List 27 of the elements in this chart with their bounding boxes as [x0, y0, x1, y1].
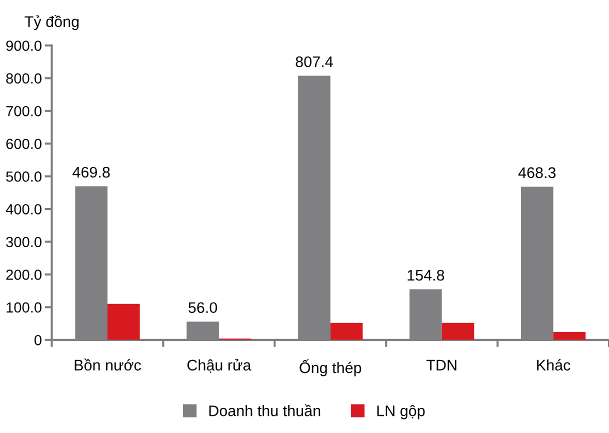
- x-tick-label: Bồn nước: [74, 358, 141, 371]
- x-tick-label: TDN: [426, 360, 456, 370]
- legend-label: Doanh thu thuần: [209, 404, 320, 416]
- bar: [107, 304, 140, 340]
- data-label: 469.8: [72, 166, 110, 178]
- y-tick-label: 100.0: [6, 302, 42, 313]
- data-label: 807.4: [296, 56, 333, 68]
- y-tick-label: 800.0: [6, 73, 42, 84]
- y-tick-label: 700.0: [6, 106, 42, 116]
- bar: [442, 322, 474, 340]
- y-tick-label: 300.0: [6, 236, 42, 248]
- x-tick-label: Khác: [537, 359, 570, 371]
- data-label: 154.8: [408, 270, 444, 281]
- x-tick-label: Ống thép: [300, 359, 362, 376]
- y-axis-title: Tỷ đồng: [24, 15, 79, 30]
- x-tick-label: Chậu rửa: [187, 358, 252, 373]
- data-label: 56.0: [188, 302, 218, 314]
- y-tick-label: 900.0: [6, 40, 42, 51]
- bar: [553, 332, 586, 340]
- bar: [330, 322, 363, 340]
- y-tick-label: 500.0: [6, 171, 42, 182]
- y-tick-label: 400.0: [6, 204, 42, 214]
- legend-label: LN gộp: [377, 404, 425, 420]
- y-tick-label: 200.0: [6, 270, 42, 280]
- y-tick-label: 0: [34, 335, 42, 346]
- data-label: 468.3: [518, 167, 556, 178]
- y-tick-label: 600.0: [6, 138, 42, 150]
